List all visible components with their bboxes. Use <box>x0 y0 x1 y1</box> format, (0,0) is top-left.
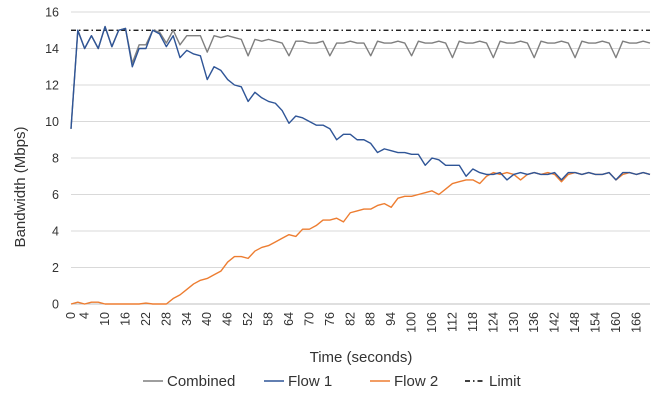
legend: Combined Flow 1 Flow 2 Limit <box>143 373 522 390</box>
x-tick-label: 148 <box>568 312 582 333</box>
y-tick-label: 14 <box>45 42 59 56</box>
x-tick-label: 0 <box>64 312 78 319</box>
x-tick-label: 52 <box>241 312 255 326</box>
y-tick-label: 12 <box>45 79 59 93</box>
series-lines <box>70 25 651 305</box>
y-tick-label: 16 <box>45 6 59 20</box>
x-tick-label: 58 <box>262 312 276 326</box>
gridlines <box>71 11 650 305</box>
series-line-combined <box>70 25 651 129</box>
y-tick-label: 2 <box>52 261 59 275</box>
legend-label-combined: Combined <box>167 373 235 390</box>
x-tick-label: 64 <box>282 312 296 326</box>
x-tick-label: 46 <box>221 312 235 326</box>
legend-label-flow-1: Flow 1 <box>288 373 332 390</box>
x-tick-label: 130 <box>507 312 521 333</box>
x-tick-label: 70 <box>302 312 316 326</box>
y-tick-label: 10 <box>45 115 59 129</box>
x-tick-label: 82 <box>343 312 357 326</box>
series-line-flow-1 <box>70 25 651 181</box>
x-tick-label: 34 <box>180 312 194 326</box>
x-tick-label: 4 <box>78 312 92 319</box>
x-tick-label: 88 <box>364 312 378 326</box>
y-axis-title: Bandwidth (Mbps) <box>12 127 29 248</box>
x-axis-ticks: 0 4 10 16 22 28 34 40 46 52 58 64 70 76 82 88 94 100 106 11… <box>64 312 643 333</box>
x-tick-label: 94 <box>384 312 398 326</box>
x-tick-label: 166 <box>629 312 643 333</box>
x-tick-label: 40 <box>200 312 214 326</box>
x-tick-label: 112 <box>445 312 459 332</box>
y-tick-label: 8 <box>52 152 59 166</box>
series-line-flow-2 <box>70 171 651 305</box>
x-tick-label: 154 <box>589 312 603 333</box>
x-tick-label: 142 <box>548 312 562 333</box>
x-tick-label: 10 <box>98 312 112 326</box>
y-tick-label: 4 <box>52 225 59 239</box>
x-tick-label: 118 <box>466 312 480 332</box>
x-tick-label: 124 <box>486 312 500 333</box>
x-tick-label: 16 <box>118 312 132 326</box>
x-tick-label: 106 <box>425 312 439 333</box>
legend-label-flow-2: Flow 2 <box>394 373 438 390</box>
y-tick-label: 0 <box>52 298 59 312</box>
x-tick-label: 28 <box>159 312 173 326</box>
y-axis-ticks: 0 2 4 6 8 10 12 14 16 <box>45 6 59 312</box>
x-tick-label: 136 <box>527 312 541 333</box>
legend-label-limit: Limit <box>489 373 522 390</box>
x-axis-title: Time (seconds) <box>310 349 413 366</box>
x-tick-label: 76 <box>323 312 337 326</box>
x-tick-label: 160 <box>609 312 623 333</box>
y-tick-label: 6 <box>52 188 59 202</box>
x-tick-label: 22 <box>139 312 153 326</box>
x-tick-label: 100 <box>405 312 419 333</box>
